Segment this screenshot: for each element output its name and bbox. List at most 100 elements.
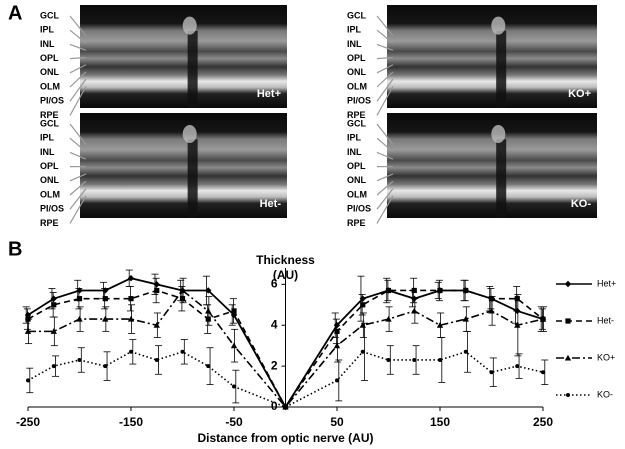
marker [438, 357, 442, 362]
layer-label: OLM [40, 81, 60, 91]
layer-label: OPL [40, 53, 59, 63]
layer-label: ONL [347, 175, 367, 185]
legend-label: Het+ [597, 278, 616, 288]
layer-pointer [376, 71, 394, 88]
layer-pointer [69, 78, 87, 102]
marker [462, 315, 469, 322]
marker [76, 287, 83, 294]
layer-pointer [69, 195, 87, 224]
layer-label: IPL [347, 133, 362, 143]
layer-label: OLM [40, 189, 60, 199]
legend-item: Het- [556, 315, 614, 325]
marker [437, 287, 443, 294]
legend-label: KO- [597, 389, 613, 399]
marker [385, 287, 392, 294]
marker [179, 296, 186, 302]
marker [488, 296, 495, 302]
layer-pointer [376, 29, 394, 44]
marker [463, 287, 469, 294]
layer-label: OPL [347, 161, 366, 171]
marker [489, 370, 494, 375]
y-axis-title: Thickness [256, 253, 315, 267]
marker [514, 322, 521, 328]
legend-item: KO+ [556, 352, 615, 362]
layer-label: ONL [40, 175, 60, 185]
layer-pointer [69, 15, 87, 37]
layer-pointer [376, 195, 394, 224]
marker [26, 378, 30, 383]
oct-image [80, 113, 287, 218]
layer-pointer [69, 151, 87, 160]
layer-label: INL [40, 147, 55, 157]
marker [436, 322, 444, 328]
panel-label: B [8, 238, 22, 260]
layer-label: ONL [40, 67, 60, 77]
marker [565, 318, 571, 324]
marker [153, 281, 160, 288]
marker [230, 311, 238, 319]
marker [385, 315, 392, 322]
layer-pointer [376, 64, 394, 74]
marker [102, 296, 108, 302]
x-tick-label: 50 [330, 415, 344, 429]
layer-pointer [69, 188, 87, 210]
layer-pointer [69, 123, 87, 145]
layer-label: INL [40, 39, 55, 49]
marker [205, 307, 212, 314]
y-tick-label: 2 [271, 358, 278, 372]
x-tick-label: -250 [16, 415, 40, 429]
layer-pointer [376, 15, 394, 37]
layer-pointer [69, 71, 87, 88]
marker [564, 354, 572, 361]
layer-pointer [69, 64, 87, 74]
panel-b: B -250 -150 -50 50 150 250 0 2 4 6 Thickness(AU) Dis… [8, 238, 616, 445]
layer-pointer [69, 180, 87, 196]
layer-pointer [376, 180, 394, 196]
marker [232, 384, 236, 389]
optic-nerve-shadow [496, 139, 507, 218]
layer-label: GCL [40, 10, 60, 20]
marker [206, 364, 211, 369]
marker [77, 357, 82, 362]
layer-label: ONL [347, 67, 367, 77]
layer-pointer [69, 86, 87, 116]
layer-pointer [376, 78, 394, 102]
layer-label: INL [347, 39, 362, 49]
legend-label: Het- [597, 315, 614, 325]
layer-pointer [69, 29, 87, 44]
image-label: Het- [260, 198, 282, 210]
optic-nerve-shadow [187, 139, 198, 218]
series [26, 322, 549, 409]
marker [515, 364, 520, 369]
layer-label: PI/OS [347, 96, 371, 106]
marker [128, 296, 134, 302]
layer-pointer [376, 123, 394, 145]
x-tick-label: -50 [225, 415, 243, 429]
marker [514, 296, 520, 302]
layer-pointer [376, 137, 394, 153]
image-label: Het+ [257, 88, 281, 100]
layer-pointer [69, 56, 87, 60]
marker [335, 378, 339, 383]
y-tick-label: 0 [271, 399, 278, 413]
optic-nerve-head [491, 16, 506, 35]
marker [412, 357, 417, 362]
marker [488, 307, 495, 314]
layer-label: RPE [347, 110, 366, 120]
layer-label: GCL [347, 10, 367, 20]
marker [564, 280, 572, 288]
image-label: KO- [571, 198, 592, 210]
layer-label: OPL [347, 53, 366, 63]
marker [180, 349, 185, 354]
layer-pointer [69, 43, 87, 51]
marker [205, 316, 211, 322]
oct-image [387, 5, 597, 108]
marker [179, 287, 186, 294]
layer-label: RPE [40, 110, 59, 120]
layer-pointer [376, 173, 394, 182]
x-axis-title: Distance from optic nerve (AU) [197, 431, 373, 445]
layer-label: RPE [40, 218, 59, 228]
layer-label: OLM [347, 81, 367, 91]
layer-label: IPL [40, 25, 55, 35]
layer-label: RPE [347, 218, 366, 228]
